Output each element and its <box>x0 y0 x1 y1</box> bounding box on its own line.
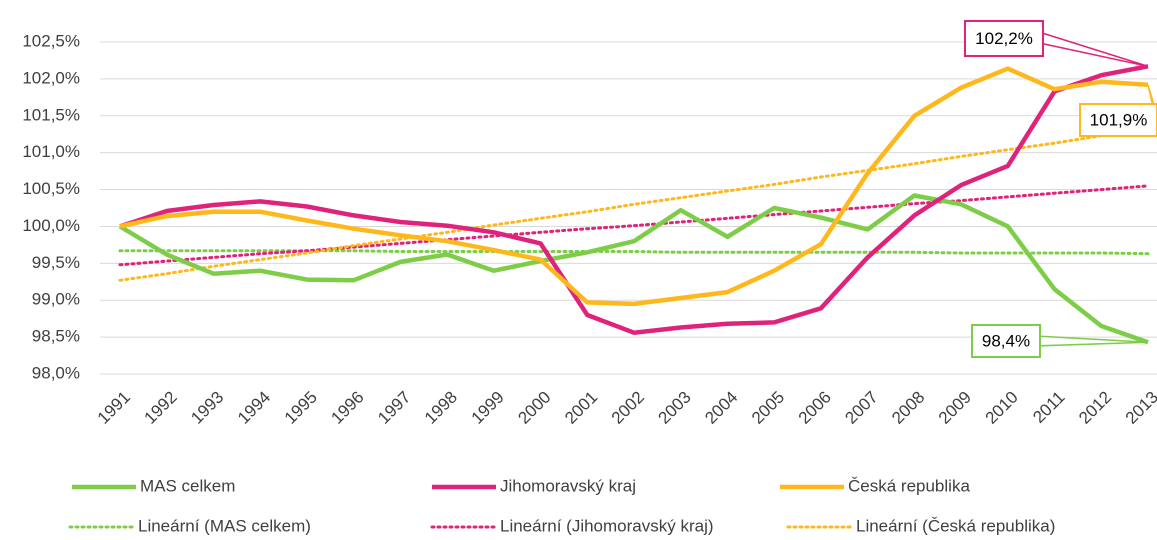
x-tick-label: 1999 <box>468 388 508 428</box>
callout-leader <box>1042 32 1149 68</box>
legend-label: Česká republika <box>848 476 970 495</box>
x-tick-label: 2001 <box>561 388 601 428</box>
x-tick-label: 2009 <box>935 388 975 428</box>
x-tick-label: 2000 <box>514 388 554 428</box>
x-tick-label: 1994 <box>234 388 274 428</box>
x-tick-label: 2005 <box>748 388 788 428</box>
y-tick-label: 98,0% <box>32 363 80 382</box>
callout-box <box>971 324 1041 358</box>
x-tick-label: 2010 <box>982 388 1022 428</box>
x-tick-label: 2002 <box>608 388 648 428</box>
x-tick-label: 1992 <box>141 388 181 428</box>
x-tick-label: 1998 <box>421 388 461 428</box>
x-tick-label: 2003 <box>655 388 695 428</box>
callout-box <box>1079 103 1157 137</box>
x-tick-label: 1993 <box>187 388 227 428</box>
trend-line <box>118 184 1150 267</box>
data-label: 102,2% <box>975 29 1033 48</box>
x-tick-label: 2013 <box>1122 388 1157 428</box>
data-label: 98,4% <box>982 331 1030 350</box>
legend-label: Lineární (MAS celkem) <box>138 516 311 535</box>
x-tick-label: 2004 <box>701 388 741 428</box>
x-tick-label: 2011 <box>1029 388 1068 427</box>
series-line <box>119 64 1149 335</box>
legend-label: MAS celkem <box>140 476 235 495</box>
x-tick-label: 2012 <box>1075 388 1115 428</box>
legend-label: Jihomoravský kraj <box>500 476 636 495</box>
x-tick-label: 1997 <box>374 388 414 428</box>
y-tick-label: 101,0% <box>22 142 80 161</box>
x-tick-label: 2007 <box>841 388 881 428</box>
y-tick-label: 102,0% <box>22 68 80 87</box>
x-tick-label: 1991 <box>94 388 134 428</box>
legend-label: Lineární (Česká republika) <box>856 516 1055 535</box>
legend-label: Lineární (Jihomoravský kraj) <box>500 516 714 535</box>
y-tick-label: 102,5% <box>22 31 80 50</box>
series-line <box>118 193 1149 345</box>
y-tick-label: 100,5% <box>22 179 80 198</box>
y-tick-label: 101,5% <box>22 105 80 124</box>
series-line <box>119 66 1149 307</box>
y-tick-label: 99,0% <box>32 290 80 309</box>
y-tick-label: 98,5% <box>32 327 80 346</box>
x-tick-label: 2006 <box>795 388 835 428</box>
x-tick-label: 2008 <box>888 388 928 428</box>
y-tick-label: 99,5% <box>32 253 80 272</box>
trend-line <box>118 127 1150 282</box>
y-tick-label: 100,0% <box>22 216 80 235</box>
x-tick-label: 1995 <box>281 388 321 428</box>
callout-box <box>964 20 1044 57</box>
x-tick-label: 1996 <box>327 388 367 428</box>
trend-line <box>118 249 1150 256</box>
data-label: 101,9% <box>1090 110 1148 129</box>
